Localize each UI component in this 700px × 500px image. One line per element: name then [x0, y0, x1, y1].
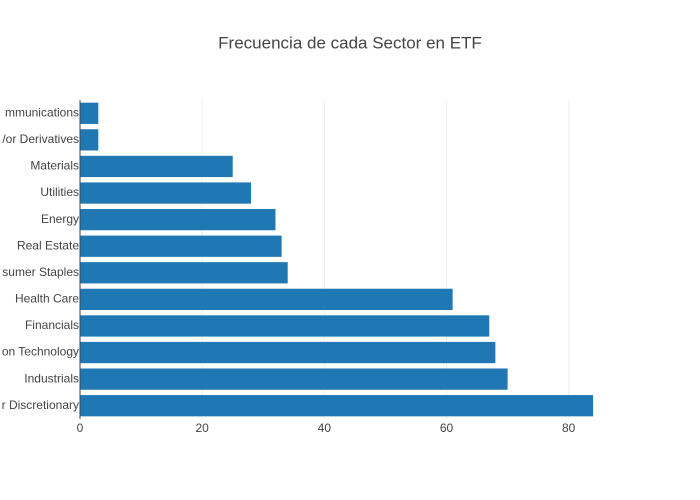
bar	[80, 315, 490, 337]
y-tick-label: Industrials	[24, 371, 79, 385]
y-tick-label: Energy	[41, 212, 79, 226]
y-tick-label: mmunications	[5, 105, 79, 119]
bar	[80, 395, 594, 417]
bar	[80, 368, 508, 390]
y-tick-label: Real Estate	[17, 238, 79, 252]
x-tick-label: 20	[195, 421, 209, 435]
y-tick-label: Materials	[30, 159, 79, 173]
x-tick-label: 80	[562, 421, 576, 435]
chart-title: Frecuencia de cada Sector en ETF	[218, 33, 482, 52]
bar	[80, 235, 282, 257]
y-tick-label: r Discretionary	[2, 398, 79, 412]
x-tick-label: 40	[318, 421, 332, 435]
y-tick-label: Financials	[25, 318, 79, 332]
y-tick-label: /or Derivatives	[2, 132, 79, 146]
x-tick-label: 0	[77, 421, 84, 435]
bar	[80, 102, 99, 124]
y-tick-label: Health Care	[15, 292, 79, 306]
y-tick-label: on Technology	[2, 345, 79, 359]
y-tick-label: sumer Staples	[2, 265, 79, 279]
bar	[80, 182, 252, 204]
bar	[80, 208, 276, 231]
bar	[80, 341, 496, 364]
bar	[80, 288, 453, 311]
bar	[80, 129, 99, 151]
x-tick-label: 60	[440, 421, 454, 435]
bar	[80, 155, 233, 178]
bar	[80, 262, 288, 284]
y-tick-label: Utilities	[40, 185, 79, 199]
